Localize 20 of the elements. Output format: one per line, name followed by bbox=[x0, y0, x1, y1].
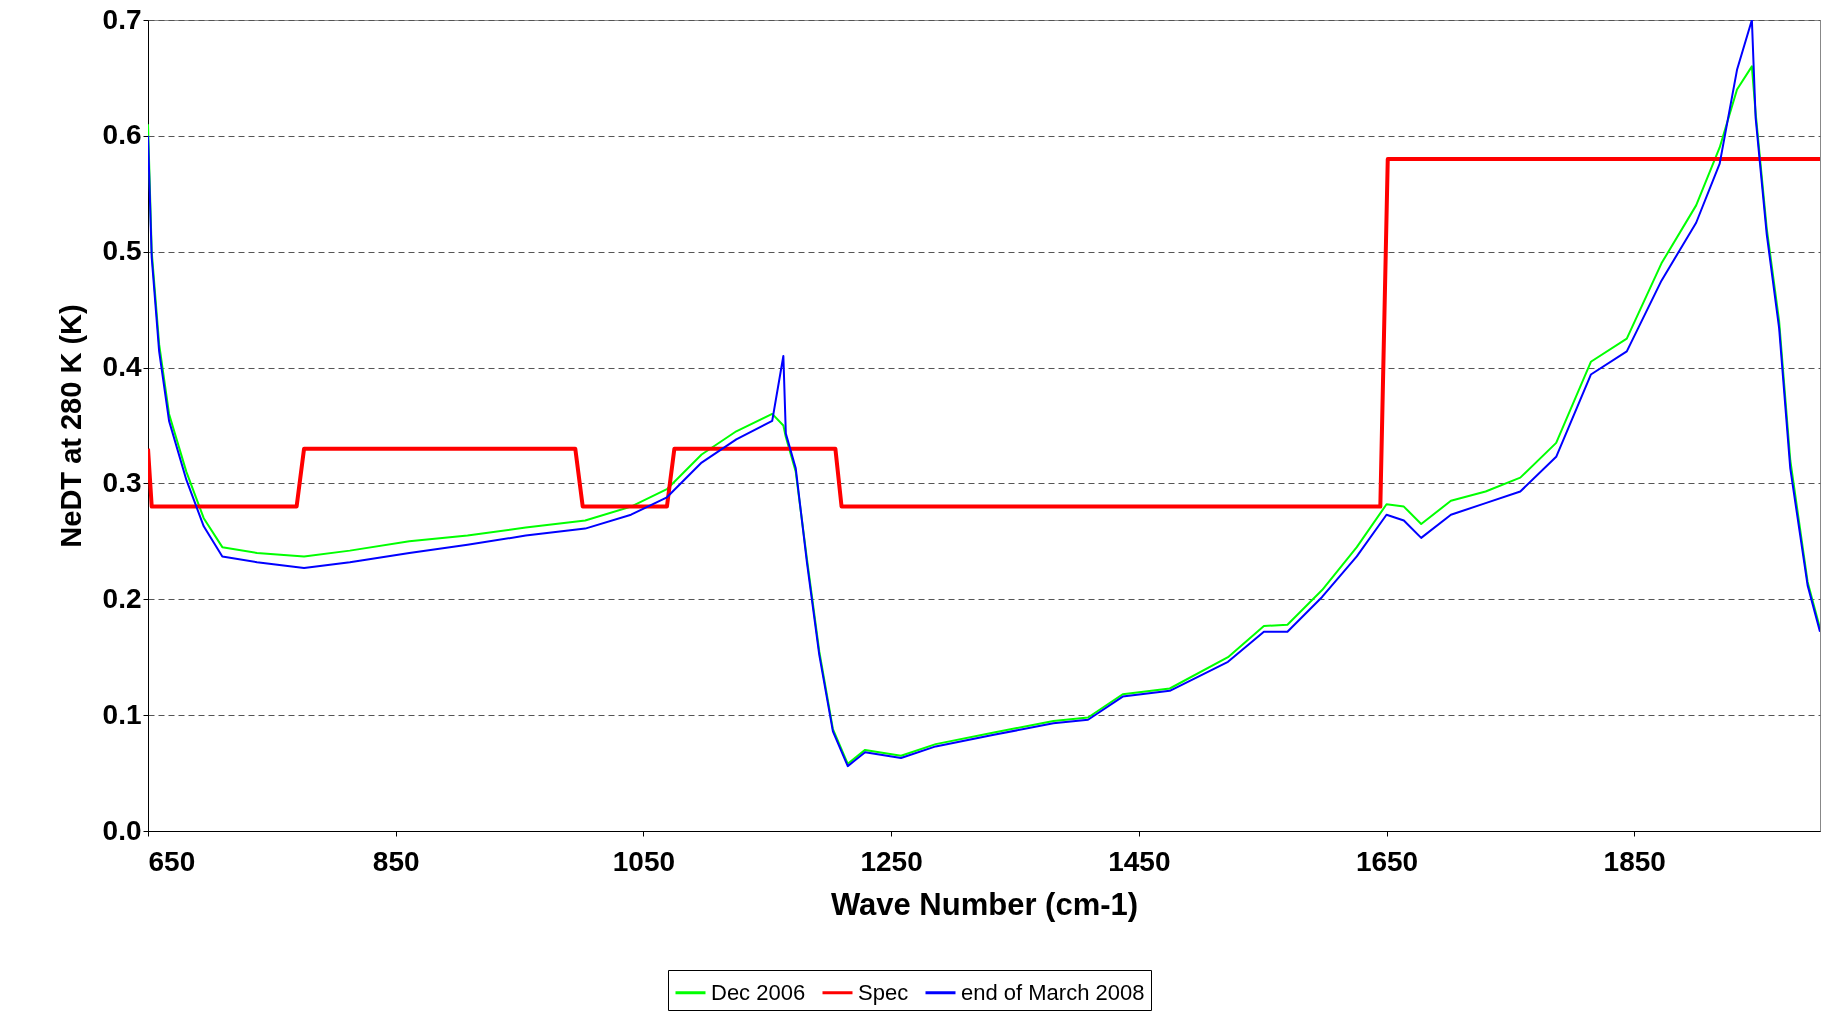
y-tick-label: 0.7 bbox=[102, 3, 142, 35]
x-tick-label: 650 bbox=[148, 845, 196, 877]
y-tick-label: 0.5 bbox=[102, 235, 142, 267]
y-tick-label: 0.1 bbox=[102, 698, 142, 730]
legend-label: Dec 2006 bbox=[711, 979, 806, 1005]
y-tick-label: 0.4 bbox=[102, 351, 142, 383]
y-axis-title: NeDT at 280 K (K) bbox=[54, 304, 87, 548]
x-tick-label: 1450 bbox=[1108, 845, 1171, 877]
y-tick-label: 0.2 bbox=[102, 582, 142, 614]
x-tick-label: 1650 bbox=[1355, 845, 1419, 877]
legend-label: end of March 2008 bbox=[961, 979, 1145, 1005]
y-tick-label: 0.6 bbox=[102, 119, 142, 151]
y-tick-label: 0.3 bbox=[102, 466, 142, 498]
x-tick-label: 1250 bbox=[860, 845, 923, 877]
x-tick-label: 1850 bbox=[1603, 845, 1666, 877]
y-tick-label: 0.0 bbox=[102, 814, 142, 846]
legend-label: Spec bbox=[858, 979, 909, 1005]
x-tick-label: 1050 bbox=[612, 845, 676, 877]
x-axis-title: Wave Number (cm-1) bbox=[830, 886, 1139, 922]
x-tick-label: 850 bbox=[372, 845, 420, 877]
